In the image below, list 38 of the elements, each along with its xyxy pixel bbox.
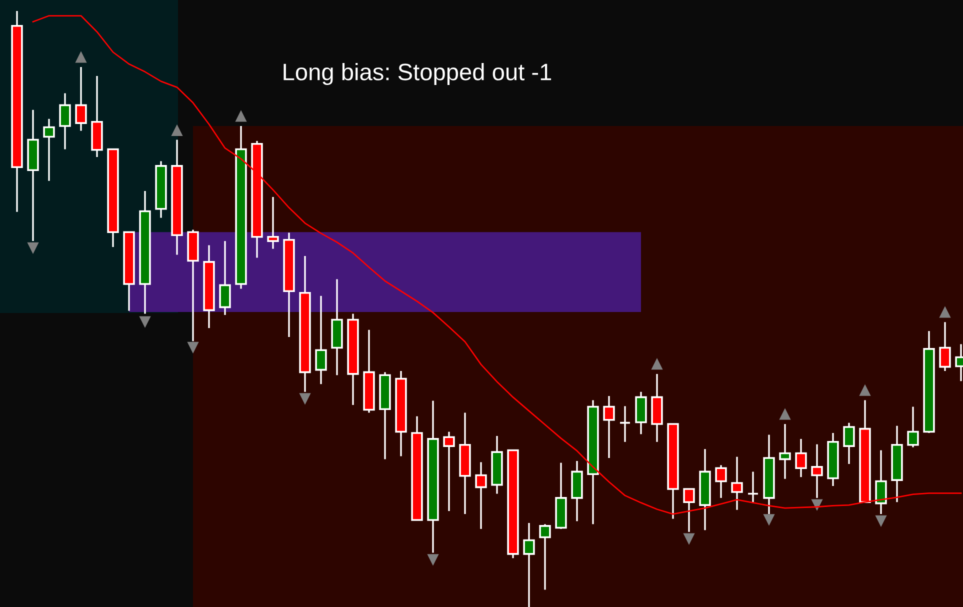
point xyxy=(139,316,151,328)
candlestick xyxy=(715,464,727,499)
candlestick xyxy=(523,522,535,607)
candlestick xyxy=(843,422,855,465)
candlestick xyxy=(907,406,919,448)
point xyxy=(299,393,311,405)
point xyxy=(427,554,439,566)
candlestick xyxy=(475,461,487,530)
candlestick xyxy=(267,196,279,250)
point xyxy=(779,408,791,420)
candlestick xyxy=(731,456,743,511)
candlestick xyxy=(939,321,951,372)
point xyxy=(875,515,887,527)
candlestick xyxy=(875,449,887,515)
candlestick xyxy=(43,118,55,182)
candlestick xyxy=(619,405,631,443)
text: Long bias: Stopped out -1 xyxy=(284,63,552,86)
point xyxy=(235,110,247,122)
candlestick xyxy=(795,438,807,478)
point xyxy=(651,358,663,370)
candlestick xyxy=(75,66,87,132)
point xyxy=(763,514,775,526)
candlestick xyxy=(779,423,791,480)
candlestick xyxy=(811,443,823,499)
candlestick xyxy=(443,430,455,512)
candlestick xyxy=(59,92,71,150)
candlestick xyxy=(315,295,327,385)
candlestick xyxy=(539,523,551,591)
point xyxy=(859,384,871,396)
point xyxy=(75,51,87,63)
point xyxy=(683,533,695,545)
point xyxy=(171,124,183,136)
candlestick xyxy=(603,395,615,459)
point xyxy=(187,342,199,354)
candlestick xyxy=(747,470,759,503)
point xyxy=(27,242,39,254)
point xyxy=(939,306,951,318)
candlestick xyxy=(219,240,231,316)
